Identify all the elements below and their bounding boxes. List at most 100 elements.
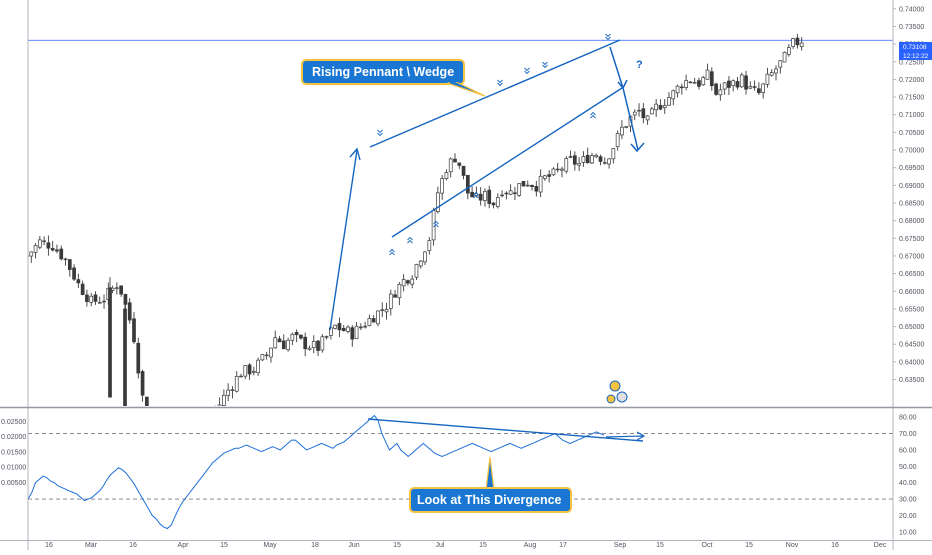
price-tick-label: 0.68000 <box>899 218 924 225</box>
candle <box>564 156 569 174</box>
candle <box>410 275 415 289</box>
price-tick-label: 0.70000 <box>899 148 924 155</box>
time-tick-label: 18 <box>311 542 319 549</box>
candle-body <box>504 192 509 195</box>
candle-body <box>654 103 659 111</box>
candle <box>63 257 68 266</box>
price-tick-label: 0.64000 <box>899 359 924 366</box>
candle <box>234 371 239 393</box>
candle <box>624 126 629 129</box>
candle-body <box>277 338 282 343</box>
candle-body <box>517 183 522 196</box>
candle <box>37 236 42 250</box>
divergence-trendline <box>367 418 644 442</box>
candle-body <box>384 309 389 313</box>
candle-body <box>380 309 385 311</box>
candle <box>33 243 38 259</box>
indicator-left-tick-label: 0.01500 <box>1 449 26 456</box>
peak-marker-icon <box>377 129 383 137</box>
candle <box>650 106 654 115</box>
time-tick-label: Sep <box>614 542 627 549</box>
indicator-left-tick-label: 0.02500 <box>1 419 26 426</box>
candle-body <box>581 156 586 163</box>
candle-body <box>684 80 688 88</box>
candle-body <box>774 68 778 74</box>
candle-body <box>735 81 740 88</box>
candle <box>525 180 530 187</box>
candle <box>42 236 46 246</box>
candle-body <box>307 347 312 350</box>
candle <box>264 351 269 360</box>
candle-body <box>333 324 338 329</box>
candle-body <box>136 342 141 374</box>
price-pane[interactable] <box>26 33 894 437</box>
candle-body <box>739 74 744 88</box>
indicator-right-tick-label: 50.00 <box>899 464 917 471</box>
trough-marker-icon <box>590 111 596 119</box>
peak-marker-icon <box>542 61 548 69</box>
indicator-left-tick-label: 0.02000 <box>1 434 26 441</box>
candle-body <box>688 81 693 84</box>
candle <box>115 282 119 295</box>
candle-body <box>243 365 248 377</box>
chevron-stroke <box>407 236 413 241</box>
candle <box>483 188 487 207</box>
candle-body <box>731 80 736 87</box>
candle <box>380 302 385 318</box>
indicator-right-tick-label: 10.00 <box>899 529 917 536</box>
drawing-layer <box>329 33 646 442</box>
time-tick-label: 16 <box>831 542 839 549</box>
candle <box>440 175 445 200</box>
candle-body <box>525 184 530 187</box>
candle <box>376 310 380 327</box>
candle-body <box>769 72 774 76</box>
candle-body <box>701 77 706 86</box>
candle <box>585 147 590 164</box>
candle-body <box>222 394 226 406</box>
candle <box>50 241 55 252</box>
candle-body <box>247 364 252 375</box>
indicator-pane[interactable] <box>27 414 893 530</box>
candle-body <box>521 180 526 187</box>
candle <box>303 332 308 357</box>
candle-body <box>611 148 616 160</box>
candle <box>76 273 81 288</box>
candle <box>538 169 543 198</box>
candle <box>273 330 278 349</box>
candle-body <box>140 371 145 396</box>
candle-body <box>320 336 325 351</box>
chevron-stroke <box>433 223 439 228</box>
candle <box>637 103 641 117</box>
indicator-left-tick-label: 0.00500 <box>1 480 26 487</box>
candle-body <box>658 105 663 110</box>
candle <box>358 323 363 331</box>
candle-body <box>782 52 787 63</box>
price-tick-label: 0.71500 <box>899 95 924 102</box>
candle <box>534 180 539 197</box>
rally-arrow-line <box>329 149 358 331</box>
price-tick-label: 0.66500 <box>899 271 924 278</box>
indicator-right-tick-label: 30.00 <box>899 497 917 504</box>
candle-body <box>718 89 723 96</box>
candle <box>140 369 145 402</box>
candle-body <box>256 359 260 374</box>
event-badge-icon[interactable] <box>606 380 628 404</box>
candle <box>299 334 303 340</box>
candle <box>453 153 457 163</box>
candle <box>222 389 226 406</box>
candle <box>371 314 376 323</box>
candle-body <box>487 189 492 204</box>
candle <box>718 83 723 101</box>
candle <box>543 174 547 181</box>
indicator-right-tick-label: 20.00 <box>899 513 917 520</box>
candle-body <box>645 115 650 121</box>
candle-body <box>727 80 731 88</box>
candle <box>667 92 671 106</box>
candle <box>457 162 462 169</box>
candle-body <box>590 155 594 164</box>
candle-body <box>97 302 102 304</box>
candle <box>602 157 607 165</box>
candle-body <box>427 240 432 251</box>
indicator-right-tick-label: 80.00 <box>899 415 917 422</box>
candle <box>127 298 132 324</box>
